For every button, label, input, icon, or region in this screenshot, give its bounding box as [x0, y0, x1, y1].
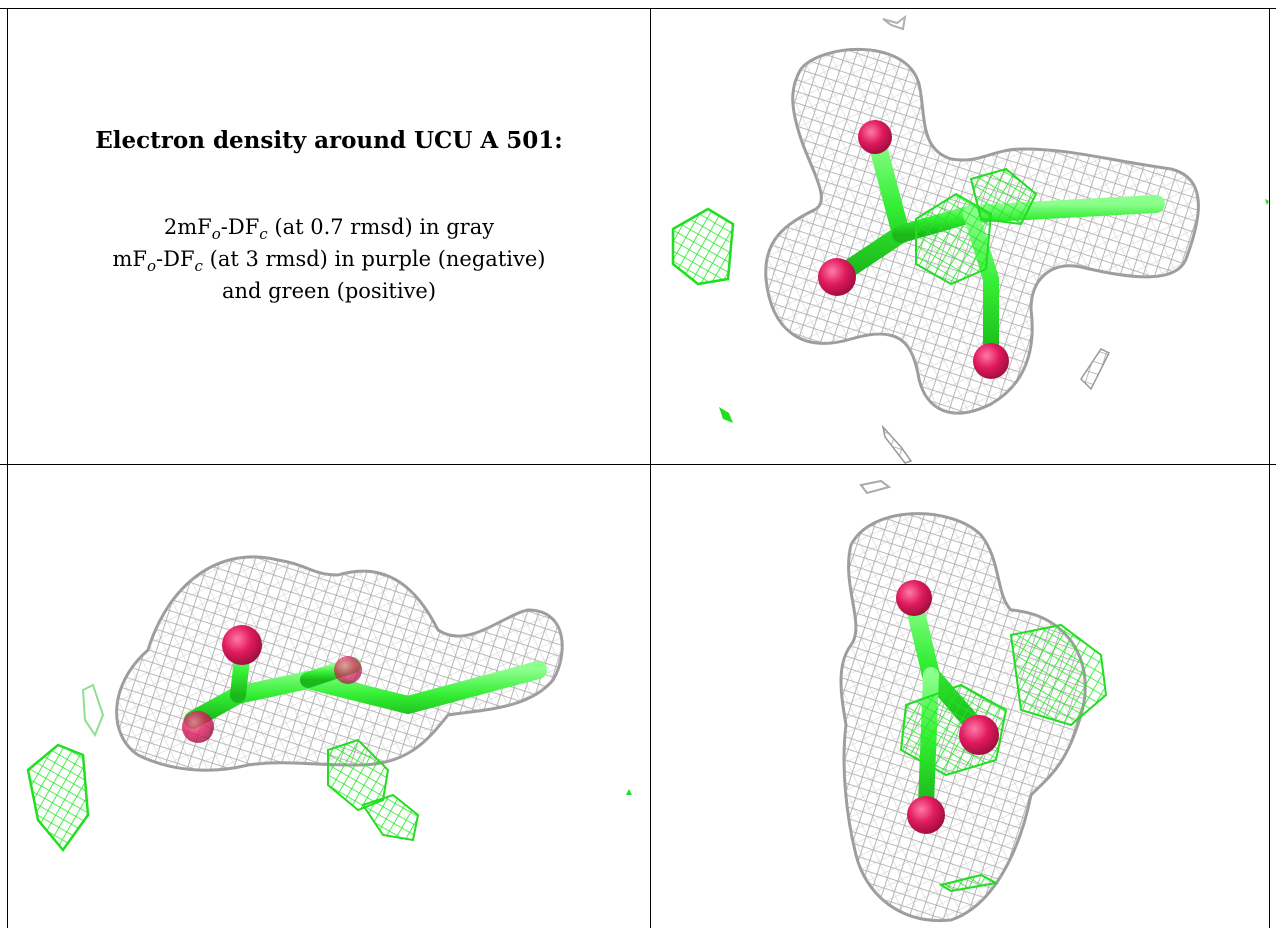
table-border-right	[1269, 8, 1270, 928]
green-density-mesh	[626, 789, 632, 795]
density-map-bottom-left	[26, 555, 632, 853]
mesh-fragment	[859, 479, 892, 495]
top-right-view	[651, 9, 1269, 464]
oxygen-atom	[973, 343, 1009, 379]
oxygen-atom	[959, 715, 999, 755]
legend-line-fo-fc: mFo-DFc (at 3 rmsd) in purple (negative)	[112, 247, 546, 276]
oxygen-atom	[907, 796, 945, 834]
green-density-mesh	[671, 207, 735, 286]
table-divider-vertical	[650, 8, 651, 928]
green-density-mesh	[969, 167, 1038, 226]
density-map-bottom-right	[839, 479, 1108, 923]
green-density-mesh	[915, 192, 993, 286]
mesh-fragment	[881, 424, 913, 464]
green-density-mesh	[1265, 199, 1269, 205]
green-density-mesh	[938, 873, 1000, 893]
green-density-mesh	[361, 793, 420, 842]
legend-line-2fo-fc: 2mFo-DFc (at 0.7 rmsd) in gray	[163, 215, 495, 244]
mesh-fragment	[882, 14, 907, 31]
green-density-mesh	[719, 407, 733, 423]
green-density-mesh	[26, 743, 90, 853]
oxygen-atom	[222, 625, 262, 665]
table-border-top	[0, 8, 1276, 9]
legend-cell: Electron density around UCU A 501: 2mFo-…	[8, 9, 650, 464]
oxygen-atom	[818, 258, 856, 296]
density-map-top-right	[671, 14, 1269, 464]
legend-title: Electron density around UCU A 501:	[95, 127, 563, 154]
table-divider-horizontal	[0, 464, 1276, 465]
oxygen-atom	[896, 580, 932, 616]
bottom-left-view	[8, 465, 650, 928]
mesh-fragment	[1080, 348, 1111, 391]
table-border-left	[7, 8, 8, 928]
oxygen-atom	[858, 120, 892, 154]
oxygen-atom	[334, 656, 362, 684]
legend-line-positive: and green (positive)	[221, 279, 437, 303]
green-density-mesh	[81, 683, 105, 738]
oxygen-atom	[182, 711, 214, 743]
green-density-mesh	[1009, 623, 1108, 727]
bottom-right-view	[651, 465, 1269, 928]
